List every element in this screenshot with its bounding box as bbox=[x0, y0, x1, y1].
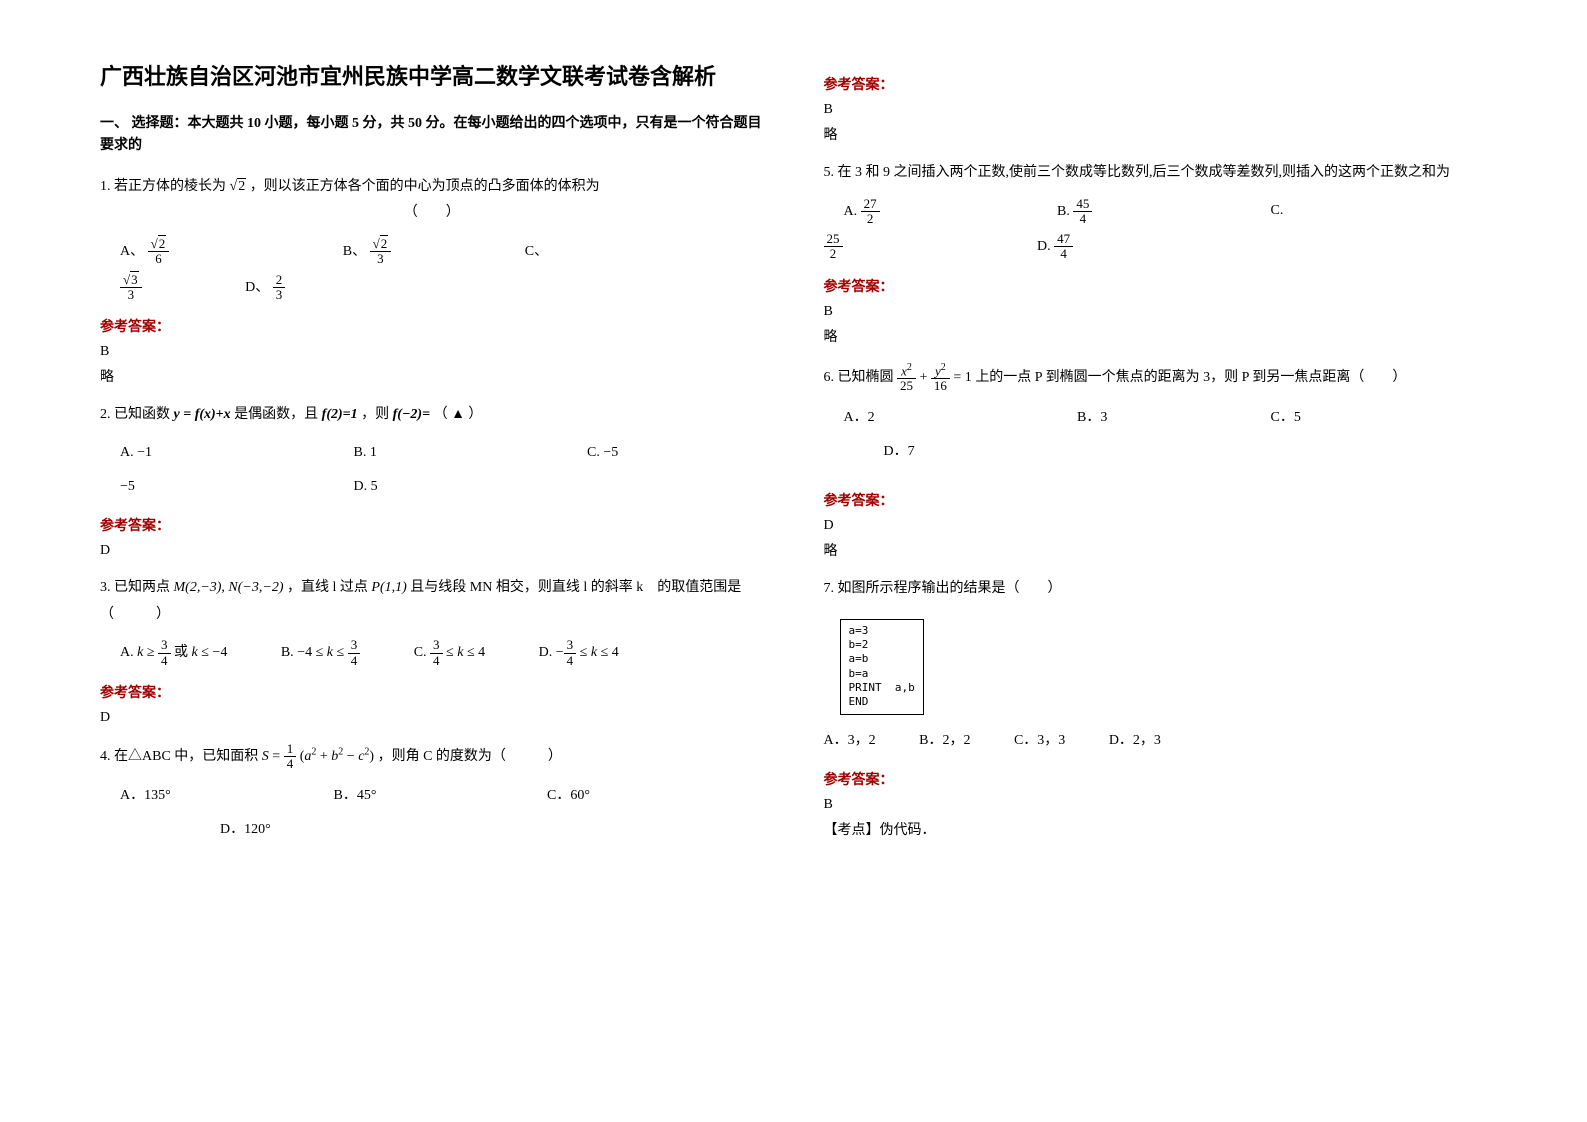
q3-option-a: A. k ≥ 34 或 k ≤ −4 bbox=[120, 638, 227, 668]
section-header: 一、 选择题：本大题共 10 小题，每小题 5 分，共 50 分。在每小题给出的… bbox=[100, 113, 764, 158]
q2-option-a: A. −1 bbox=[120, 439, 300, 467]
sqrt2: 2 bbox=[237, 178, 246, 194]
q4-options-row2: D．120° bbox=[220, 816, 764, 844]
q2-options-row2: −5 D. 5 bbox=[120, 473, 764, 501]
q2-option-b: B. 1 bbox=[354, 439, 534, 467]
q6-options-row2: D．7 bbox=[884, 438, 1488, 466]
question-7: 7. 如图所示程序输出的结果是（ ） bbox=[824, 576, 1488, 603]
q3-option-c: C. 34 ≤ k ≤ 4 bbox=[414, 638, 485, 668]
q3-answer-label: 参考答案： bbox=[100, 682, 764, 702]
q3-option-b: B. −4 ≤ k ≤ 34 bbox=[281, 638, 360, 668]
q1-answer: B bbox=[100, 344, 764, 360]
q6-option-a: A．2 bbox=[844, 404, 1024, 432]
q4-answer-label: 参考答案： bbox=[824, 74, 1488, 94]
q6-answer-label: 参考答案： bbox=[824, 490, 1488, 510]
q1-options-row1: A、 √26 B、 √23 C、 bbox=[120, 237, 764, 267]
question-6: 6. 已知椭圆 x225 + y216 = 1 上的一点 P 到椭圆一个焦点的距… bbox=[824, 362, 1488, 394]
q7-option-b: B．2，2 bbox=[919, 727, 970, 755]
question-4: 4. 在△ABC 中，已知面积 S = 14 (a2 + b2 − c2) ，则… bbox=[100, 742, 764, 772]
page-title: 广西壮族自治区河池市宜州民族中学高二数学文联考试卷含解析 bbox=[100, 60, 764, 93]
q2-options-row1: A. −1 B. 1 C. −5 bbox=[120, 439, 764, 467]
q6-answer: D bbox=[824, 518, 1488, 534]
q7-answer-label: 参考答案： bbox=[824, 769, 1488, 789]
q2-answer: D bbox=[100, 543, 764, 559]
q6-options-row1: A．2 B．3 C．5 bbox=[844, 404, 1488, 432]
q1-option-c: C、 bbox=[525, 238, 548, 266]
q1-text-prefix: 1. 若正方体的棱长为 bbox=[100, 179, 226, 194]
q1-option-a: A、 √26 bbox=[120, 237, 169, 267]
q7-option-d: D．2，3 bbox=[1109, 727, 1161, 755]
q3-answer: D bbox=[100, 710, 764, 726]
q1-note: 略 bbox=[100, 366, 764, 386]
q5-option-a: A. 272 bbox=[844, 197, 1004, 227]
q7-note: 【考点】伪代码． bbox=[824, 819, 1488, 839]
q5-options-row2: 252 D. 474 bbox=[844, 232, 1488, 262]
q7-options: A．3，2 B．2，2 C．3，3 D．2，3 bbox=[824, 727, 1488, 755]
q6-option-b: B．3 bbox=[1077, 404, 1217, 432]
right-column: 参考答案： B 略 5. 在 3 和 9 之间插入两个正数,使前三个数成等比数列… bbox=[824, 60, 1488, 850]
question-5: 5. 在 3 和 9 之间插入两个正数,使前三个数成等比数列,后三个数成等差数列… bbox=[824, 160, 1488, 187]
q5-answer: B bbox=[824, 304, 1488, 320]
q3-option-d: D. −34 ≤ k ≤ 4 bbox=[539, 638, 619, 668]
q1-text-suffix: ，则以该正方体各个面的中心为顶点的凸多面体的体积为 bbox=[250, 179, 600, 194]
q5-options-row1: A. 272 B. 454 C. bbox=[844, 197, 1488, 227]
q7-code: a=3 b=2 a=b b=a PRINT a,b END bbox=[849, 624, 915, 710]
q4-note: 略 bbox=[824, 124, 1488, 144]
question-1: 1. 若正方体的棱长为 √2 ，则以该正方体各个面的中心为顶点的凸多面体的体积为… bbox=[100, 174, 764, 227]
q2-answer-label: 参考答案： bbox=[100, 515, 764, 535]
q5-option-b: B. 454 bbox=[1057, 197, 1217, 227]
q4-answer: B bbox=[824, 102, 1488, 118]
q5-note: 略 bbox=[824, 326, 1488, 346]
left-column: 广西壮族自治区河池市宜州民族中学高二数学文联考试卷含解析 一、 选择题：本大题共… bbox=[100, 60, 764, 850]
q1-answer-label: 参考答案： bbox=[100, 316, 764, 336]
q7-option-c: C．3，3 bbox=[1014, 727, 1065, 755]
q4-options-row1: A．135° B．45° C．60° bbox=[120, 782, 764, 810]
q1-options-row2: √33 D、 23 bbox=[120, 273, 764, 303]
q1-option-b: B、 √23 bbox=[343, 237, 391, 267]
q2-option-d: D. 5 bbox=[354, 473, 378, 501]
q4-option-c: C．60° bbox=[547, 782, 590, 810]
q4-option-d: D．120° bbox=[220, 816, 271, 844]
q5-option-c: C. bbox=[1271, 197, 1284, 225]
question-2: 2. 已知函数 y = f(x)+x 是偶函数，且 f(2)=1 ，则 f(−2… bbox=[100, 402, 764, 429]
q6-note: 略 bbox=[824, 540, 1488, 560]
q7-code-box: a=3 b=2 a=b b=a PRINT a,b END bbox=[840, 619, 924, 715]
q1-blank: （ ） bbox=[100, 200, 764, 227]
q5-option-d: D. 474 bbox=[1037, 232, 1073, 262]
q7-answer: B bbox=[824, 797, 1488, 813]
q6-option-d: D．7 bbox=[884, 438, 915, 466]
q4-option-a: A．135° bbox=[120, 782, 280, 810]
question-3: 3. 已知两点 M(2,−3), N(−3,−2) ，直线 l 过点 P(1,1… bbox=[100, 575, 764, 628]
q6-option-c: C．5 bbox=[1271, 404, 1301, 432]
q2-option-c: C. −5 bbox=[587, 439, 618, 467]
q7-option-a: A．3，2 bbox=[824, 727, 876, 755]
q4-option-b: B．45° bbox=[334, 782, 494, 810]
q5-answer-label: 参考答案： bbox=[824, 276, 1488, 296]
q3-options: A. k ≥ 34 或 k ≤ −4 B. −4 ≤ k ≤ 34 C. 34 … bbox=[120, 638, 764, 668]
q1-option-d: D、 23 bbox=[245, 273, 285, 303]
